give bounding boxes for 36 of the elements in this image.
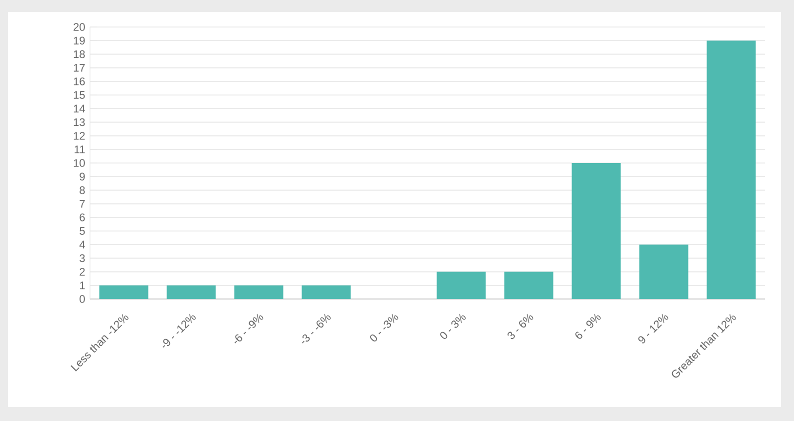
y-tick-label: 20 [74,23,85,31]
x-tick-label: 0 - 3% [440,314,466,339]
y-tick-label: 17 [74,64,85,72]
y-tick-label: 6 [80,214,85,222]
bar [234,285,284,299]
y-tick-label: 15 [74,91,85,99]
bar [504,272,554,299]
y-tick-label: 0 [80,295,85,303]
x-tick-label: 6 - 9% [575,314,601,339]
y-tick-label: 19 [74,36,85,44]
x-tick-label: -6 - -9% [234,314,264,344]
x-tick-label: -3 - -6% [302,314,331,344]
y-tick-label: 14 [74,104,85,112]
y-tick-label: 12 [74,132,85,140]
y-tick-label: 3 [80,254,85,262]
y-tick-label: 9 [80,172,85,180]
bar [436,272,486,299]
x-tick-label: 3 - 6% [508,314,534,340]
bar [706,40,756,299]
y-tick-label: 16 [74,78,85,86]
y-tick-label: 8 [80,186,85,194]
y-tick-label: 4 [79,240,85,248]
y-tick-label: 11 [74,146,85,154]
y-tick-label: 2 [80,268,85,276]
bar [302,285,351,299]
y-tick-label: 13 [74,118,85,126]
bar [572,162,621,299]
bar [166,285,216,299]
y-tick-label: 1 [80,282,85,290]
x-tick-label: 0 - -3% [370,314,398,342]
bar [99,285,148,299]
y-tick-label: 7 [80,200,85,208]
bar [639,244,688,299]
y-tick-label: 10 [74,159,85,167]
y-tick-label: 5 [80,227,85,235]
y-tick-label: 18 [74,50,85,58]
